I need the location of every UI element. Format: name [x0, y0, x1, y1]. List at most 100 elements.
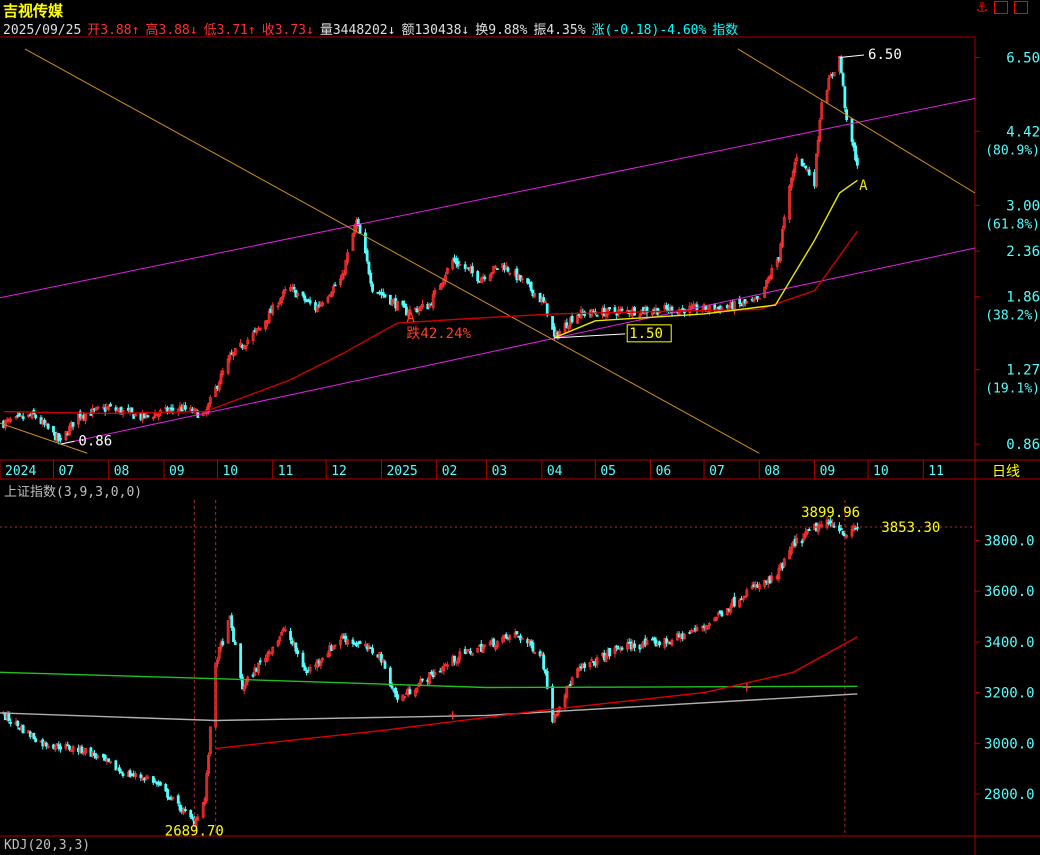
index-annotation-label: 3853.30 — [881, 520, 940, 536]
index-candle — [421, 678, 424, 681]
y2-tick-label: 3400.0 — [984, 635, 1035, 651]
index-candle — [16, 720, 20, 727]
stock-candle — [403, 303, 407, 308]
index-candle — [691, 630, 695, 633]
stock-candle — [451, 259, 455, 270]
y2-tick-label: 3600.0 — [984, 584, 1035, 600]
stock-candle — [43, 419, 46, 425]
stock-candle — [814, 153, 818, 187]
stock-candle — [331, 286, 335, 293]
index-candle — [216, 659, 219, 664]
x-tick-label: 07 — [58, 464, 74, 479]
index-candle — [839, 528, 843, 531]
stock-candle — [615, 313, 619, 316]
stock-candle — [795, 157, 799, 162]
index-candle — [146, 776, 150, 779]
index-candle — [114, 760, 118, 771]
index-candle — [800, 540, 804, 544]
stock-candle — [271, 304, 275, 315]
ma-green-line — [0, 671, 858, 689]
stock-candle — [533, 293, 537, 297]
stock-candles — [2, 55, 859, 445]
index-candle — [442, 665, 446, 672]
stock-candle — [255, 328, 259, 333]
stock-candle — [415, 308, 419, 312]
maximize-button[interactable] — [994, 1, 1008, 14]
x-tick-label: 11 — [928, 464, 944, 479]
index-candle — [583, 663, 587, 668]
index-annotation-label: 2689.70 — [165, 824, 224, 840]
index-candle — [590, 659, 594, 662]
stock-candle — [763, 286, 767, 298]
stock-candle — [401, 300, 405, 306]
index-candle — [390, 685, 394, 689]
anchor-icon[interactable]: ⚓ — [975, 0, 988, 16]
index-candle — [545, 671, 549, 689]
index-candle — [552, 714, 556, 723]
index-candle — [576, 668, 579, 678]
annotation-box — [626, 324, 672, 343]
y-tick-pct: (19.1%) — [985, 382, 1040, 397]
index-candle — [189, 809, 193, 818]
index-candle — [383, 661, 387, 669]
index-candle — [720, 611, 724, 617]
quote-turnover: 换9.88% — [475, 23, 528, 38]
stock-candle — [109, 403, 112, 407]
index-candle — [563, 695, 567, 708]
index-candle — [353, 642, 357, 645]
index-candle — [153, 780, 157, 783]
stock-candle — [52, 425, 55, 433]
index-candle — [244, 680, 248, 686]
index-candle — [139, 774, 143, 779]
stock-candle — [638, 314, 642, 317]
index-candle — [456, 658, 460, 664]
index-candle — [32, 732, 36, 740]
annotation-label: A — [859, 178, 868, 194]
index-candle — [831, 523, 834, 526]
index-candle — [358, 641, 362, 644]
stock-candle — [77, 413, 80, 425]
index-candle — [770, 575, 774, 581]
period-label[interactable]: 日线 — [992, 464, 1020, 480]
restore-button[interactable] — [1014, 1, 1028, 14]
index-candle — [159, 782, 162, 786]
stock-candle — [608, 307, 611, 310]
index-candle — [741, 597, 745, 600]
stock-candle — [820, 102, 824, 120]
index-candle — [265, 653, 269, 662]
stock-candle — [476, 271, 480, 282]
index-candle — [315, 659, 319, 668]
stock-candle — [825, 90, 829, 103]
index-candle — [380, 653, 383, 663]
stock-candle — [479, 277, 483, 284]
x-tick-label: 2025 — [386, 464, 417, 479]
index-candle — [829, 520, 833, 524]
stock-candle — [207, 403, 210, 412]
stock-candle — [351, 233, 355, 251]
stock-candle — [276, 305, 280, 308]
index-candle — [164, 784, 168, 792]
index-candle — [283, 629, 287, 632]
annotation-label: 跌42.24% — [406, 326, 471, 342]
index-candle — [470, 652, 474, 656]
cross-marker: + — [742, 678, 752, 697]
index-candle — [782, 558, 786, 567]
stock-candle — [832, 72, 836, 77]
index-candle — [207, 754, 210, 774]
index-candle — [483, 644, 487, 647]
index-candle — [845, 535, 849, 538]
stock-candle — [358, 224, 362, 235]
stock-candle — [381, 292, 385, 296]
trend-line-1 — [0, 422, 88, 454]
stock-candle — [458, 263, 462, 266]
index-candle — [415, 688, 419, 693]
stock-candle — [490, 272, 494, 275]
index-candle — [381, 659, 385, 663]
stock-candle — [396, 300, 399, 311]
index-candle — [166, 789, 169, 798]
index-candle — [296, 650, 300, 655]
annotation-leader — [554, 333, 626, 339]
index-candle — [408, 689, 412, 695]
index-candle — [494, 645, 497, 650]
